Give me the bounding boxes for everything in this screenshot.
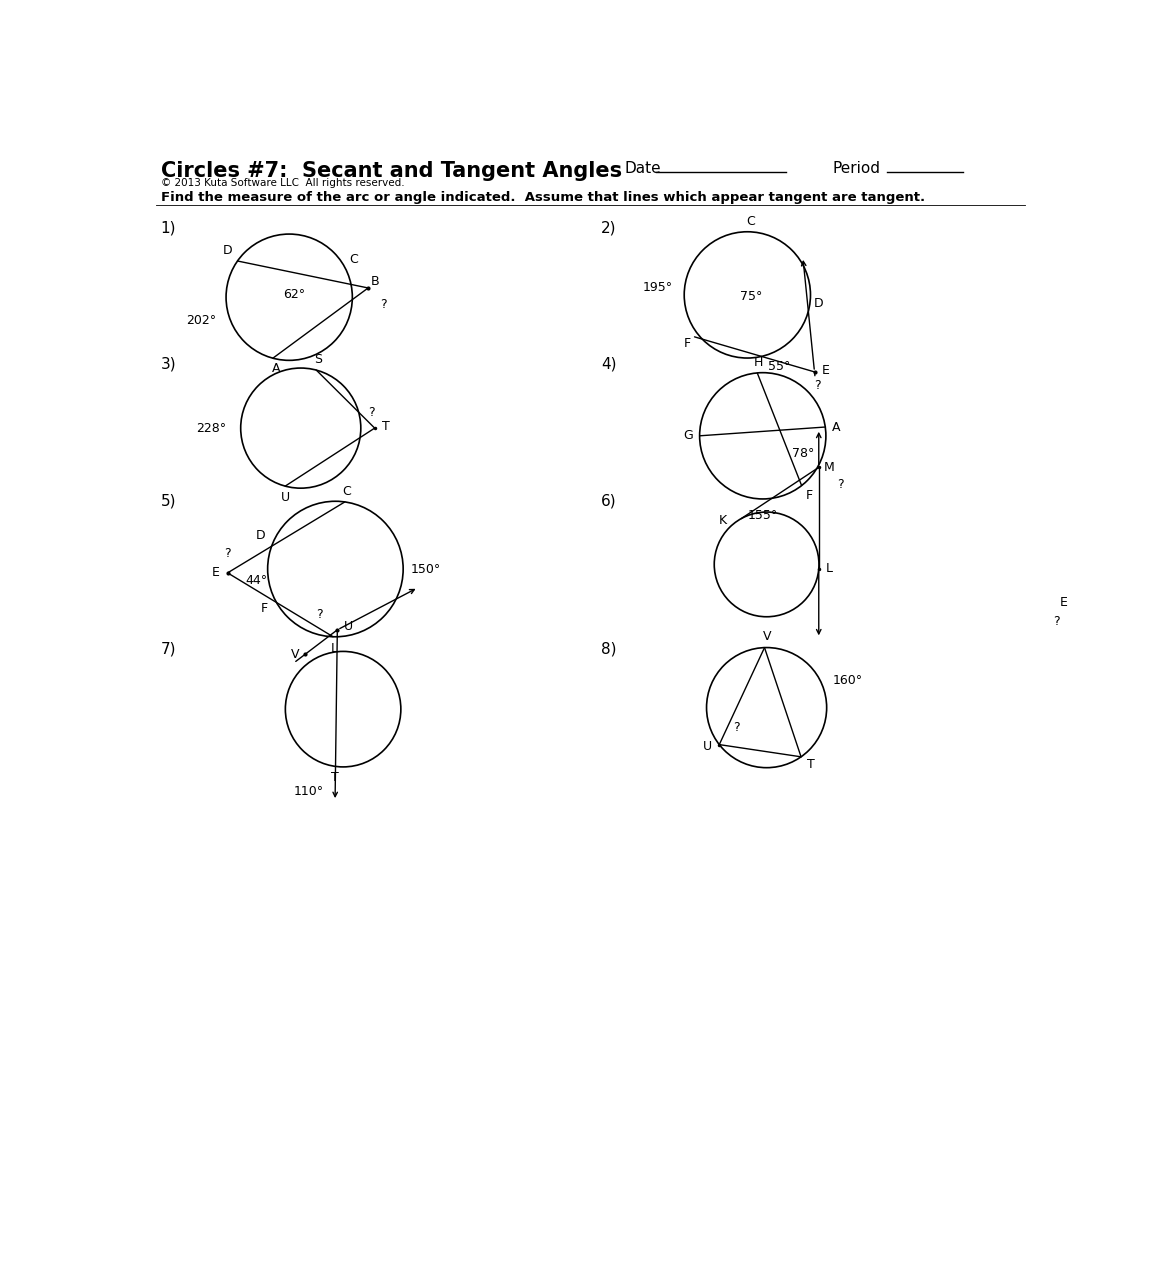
Text: V: V — [291, 648, 299, 661]
Text: 195°: 195° — [642, 281, 672, 293]
Text: 202°: 202° — [186, 313, 216, 327]
Text: U: U — [703, 739, 712, 752]
Text: G: G — [684, 430, 693, 442]
Text: 2): 2) — [601, 220, 617, 235]
Text: L: L — [331, 642, 338, 655]
Text: E: E — [212, 566, 220, 579]
Text: T: T — [382, 420, 389, 434]
Text: T: T — [331, 771, 338, 785]
Text: 155°: 155° — [748, 509, 778, 522]
Text: ?: ? — [368, 406, 375, 420]
Text: 6): 6) — [601, 493, 617, 508]
Text: ?: ? — [733, 722, 740, 734]
Text: 1): 1) — [161, 220, 176, 235]
Text: Find the measure of the arc or angle indicated.  Assume that lines which appear : Find the measure of the arc or angle ind… — [161, 191, 924, 204]
Text: 78°: 78° — [792, 447, 815, 460]
Text: D: D — [222, 244, 233, 258]
Text: F: F — [684, 336, 691, 350]
Text: Circles #7:  Secant and Tangent Angles: Circles #7: Secant and Tangent Angles — [161, 161, 622, 181]
Text: 228°: 228° — [197, 422, 227, 435]
Text: ?: ? — [380, 298, 387, 311]
Text: L: L — [826, 562, 833, 575]
Text: F: F — [806, 489, 813, 502]
Text: E: E — [1060, 597, 1068, 609]
Text: C: C — [350, 253, 358, 265]
Text: ?: ? — [317, 608, 323, 621]
Text: 150°: 150° — [411, 562, 441, 575]
Text: A: A — [832, 421, 840, 434]
Text: 160°: 160° — [833, 674, 863, 688]
Text: ?: ? — [814, 379, 821, 392]
Text: 3): 3) — [161, 356, 176, 372]
Text: © 2013 Kuta Software LLC  All rights reserved.: © 2013 Kuta Software LLC All rights rese… — [161, 178, 404, 188]
Text: 8): 8) — [601, 641, 617, 656]
Text: 44°: 44° — [246, 574, 268, 586]
Text: U: U — [281, 492, 290, 504]
Text: S: S — [314, 353, 322, 365]
Text: M: M — [824, 461, 834, 474]
Text: Date: Date — [624, 161, 661, 176]
Text: 110°: 110° — [294, 785, 323, 798]
Text: 75°: 75° — [740, 289, 762, 303]
Text: 62°: 62° — [283, 288, 306, 301]
Text: U: U — [343, 621, 352, 633]
Text: ?: ? — [224, 547, 231, 560]
Text: ?: ? — [837, 478, 844, 490]
Text: E: E — [822, 364, 829, 377]
Text: D: D — [257, 530, 266, 542]
Text: B: B — [371, 274, 380, 287]
Text: H: H — [754, 355, 763, 369]
Text: F: F — [260, 602, 267, 616]
Text: D: D — [814, 297, 823, 310]
Text: 4): 4) — [601, 356, 617, 372]
Text: 55°: 55° — [768, 360, 790, 373]
Text: 5): 5) — [161, 493, 176, 508]
Text: Period: Period — [832, 161, 881, 176]
Text: ?: ? — [1053, 614, 1059, 628]
Text: A: A — [272, 362, 280, 374]
Text: T: T — [807, 758, 815, 771]
Text: C: C — [747, 215, 755, 228]
Text: K: K — [718, 513, 727, 527]
Text: V: V — [763, 631, 771, 643]
Text: C: C — [342, 484, 351, 498]
Text: 7): 7) — [161, 641, 176, 656]
